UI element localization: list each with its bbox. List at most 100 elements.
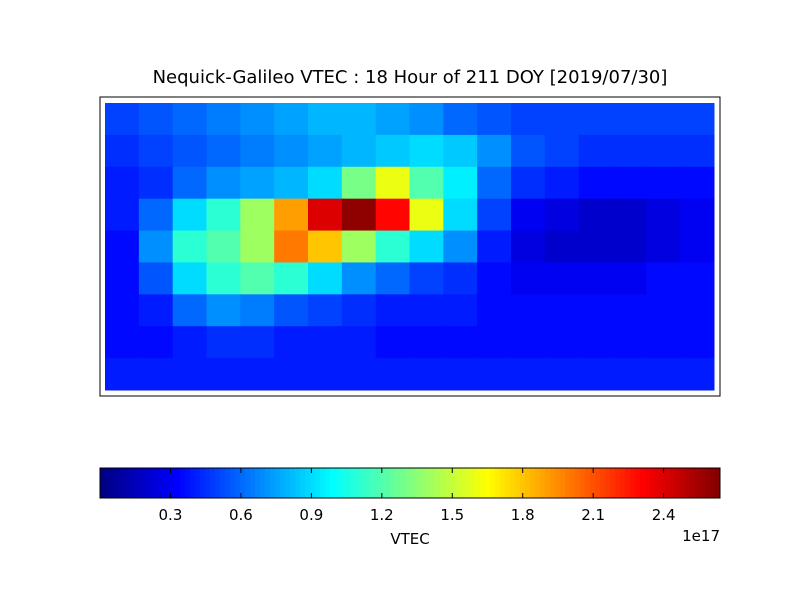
vtec-cell — [477, 230, 512, 263]
colorbar-swatch — [220, 468, 226, 498]
colorbar-swatch — [445, 468, 451, 498]
vtec-cell — [578, 326, 613, 359]
vtec-cell — [477, 134, 512, 168]
colorbar-swatch — [175, 468, 181, 498]
colorbar-swatch — [300, 468, 306, 498]
colorbar-swatch — [585, 468, 591, 498]
colorbar-swatch — [385, 468, 391, 498]
colorbar-swatch — [620, 468, 626, 498]
vtec-cell — [172, 230, 207, 263]
vtec-cell — [138, 326, 174, 359]
colorbar-swatch — [700, 468, 706, 498]
vtec-cell — [511, 103, 546, 136]
vtec-cell — [308, 198, 343, 232]
vtec-cell — [206, 326, 241, 359]
colorbar-swatch — [410, 468, 416, 498]
colorbar-swatch — [650, 468, 656, 498]
vtec-cell — [646, 262, 681, 295]
vtec-cell — [308, 262, 343, 295]
vtec-cell — [274, 230, 309, 263]
vtec-cell — [308, 230, 343, 263]
colorbar-swatch — [145, 468, 151, 498]
vtec-cell — [544, 230, 580, 263]
colorbar-swatch — [660, 468, 666, 498]
vtec-cell — [240, 358, 275, 391]
vtec-cell — [138, 166, 174, 200]
vtec-cell — [240, 326, 275, 359]
colorbar-swatch — [365, 468, 371, 498]
vtec-cell — [409, 262, 444, 295]
colorbar-swatch — [230, 468, 236, 498]
colorbar-swatch — [280, 468, 286, 498]
vtec-cell — [680, 294, 715, 327]
chart-title: Nequick-Galileo VTEC : 18 Hour of 211 DO… — [153, 67, 668, 88]
map-frame — [99, 96, 721, 397]
colorbar-swatch — [500, 468, 506, 498]
colorbar-swatch — [275, 468, 281, 498]
vtec-cell — [240, 134, 275, 168]
vtec-cell — [646, 294, 681, 327]
vtec-cell — [274, 134, 309, 168]
vtec-cell — [105, 230, 140, 263]
vtec-cell — [680, 103, 715, 136]
map — [105, 103, 715, 391]
colorbar-swatch — [535, 468, 541, 498]
vtec-cell — [511, 134, 546, 168]
colorbar-swatch — [680, 468, 686, 498]
colorbar-swatch — [565, 468, 571, 498]
colorbar-swatch — [610, 468, 616, 498]
colorbar-swatch — [260, 468, 266, 498]
colorbar-swatch — [715, 468, 721, 498]
vtec-cell — [612, 230, 647, 263]
colorbar-swatch — [225, 468, 231, 498]
colorbar-swatch — [375, 468, 381, 498]
vtec-cell — [274, 262, 309, 295]
colorbar-swatch — [415, 468, 421, 498]
colorbar-swatch — [310, 468, 316, 498]
vtec-cell — [443, 326, 478, 359]
colorbar-swatch — [640, 468, 646, 498]
colorbar-tick-label: 1.8 — [511, 506, 535, 524]
colorbar-swatch — [625, 468, 631, 498]
colorbar-swatch — [125, 468, 131, 498]
colorbar-swatch — [600, 468, 606, 498]
vtec-cell — [138, 230, 174, 263]
vtec-cell — [544, 326, 580, 359]
colorbar-swatch — [655, 468, 661, 498]
vtec-cell — [341, 262, 377, 295]
colorbar-swatch — [685, 468, 691, 498]
colorbar-swatch — [405, 468, 411, 498]
colorbar-swatch — [380, 468, 386, 498]
vtec-cell — [341, 103, 377, 136]
colorbar — [100, 468, 721, 498]
vtec-cell — [511, 230, 546, 263]
colorbar-swatch — [360, 468, 366, 498]
vtec-cell — [274, 294, 309, 327]
vtec-cell — [544, 134, 580, 168]
colorbar-swatch — [265, 468, 271, 498]
vtec-cell — [646, 326, 681, 359]
colorbar-tick-label: 1.2 — [370, 506, 394, 524]
vtec-cell — [172, 262, 207, 295]
vtec-cell — [138, 294, 174, 327]
vtec-cell — [341, 134, 377, 168]
colorbar-swatch — [135, 468, 141, 498]
vtec-cell — [375, 358, 410, 391]
vtec-cell — [341, 326, 377, 359]
vtec-cell — [578, 230, 613, 263]
vtec-cell — [477, 262, 512, 295]
vtec-cell — [477, 103, 512, 136]
colorbar-swatch — [475, 468, 481, 498]
vtec-cell — [105, 294, 140, 327]
vtec-cell — [612, 294, 647, 327]
colorbar-swatch — [675, 468, 681, 498]
colorbar-swatch — [580, 468, 586, 498]
colorbar-swatch — [180, 468, 186, 498]
vtec-cell — [578, 358, 613, 391]
vtec-cell — [172, 358, 207, 391]
vtec-cell — [511, 166, 546, 200]
colorbar-swatch — [545, 468, 551, 498]
colorbar-swatch — [605, 468, 611, 498]
vtec-cell — [578, 103, 613, 136]
colorbar-swatch — [570, 468, 576, 498]
